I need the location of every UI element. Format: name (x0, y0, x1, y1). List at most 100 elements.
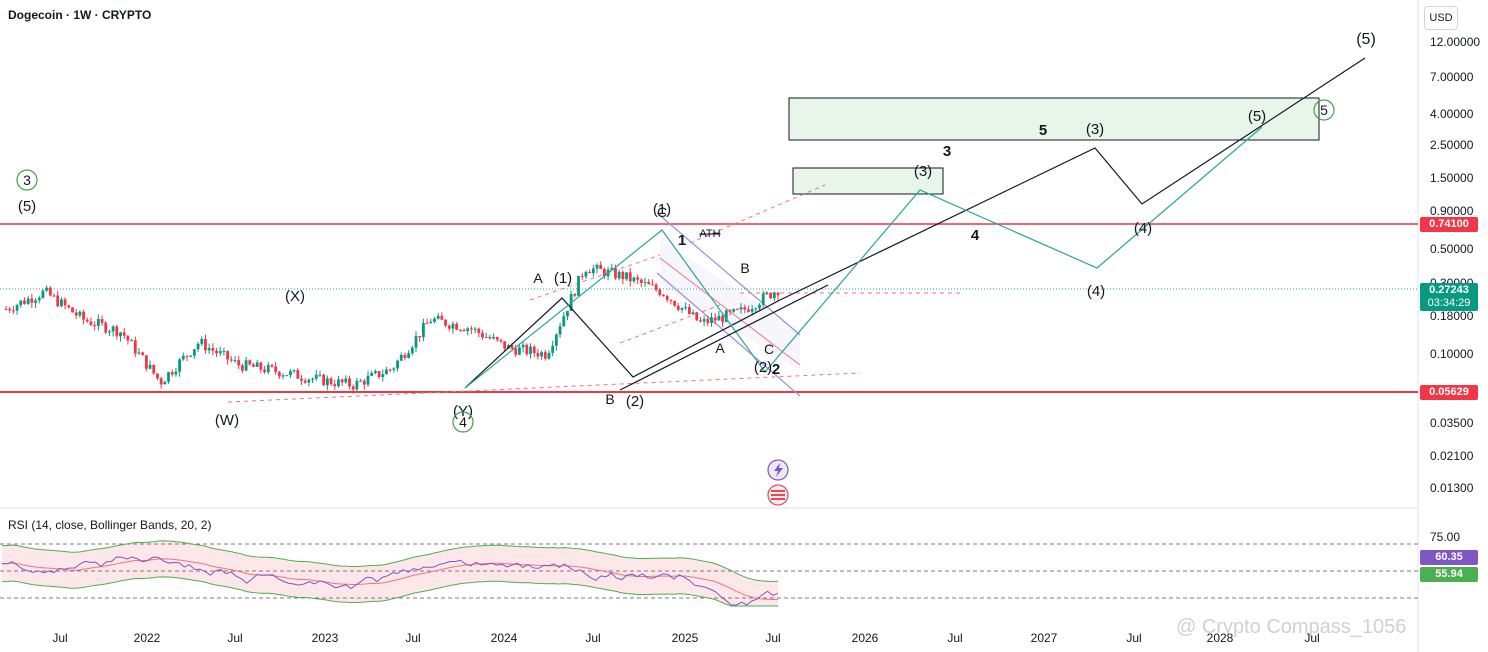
candle[interactable] (662, 294, 665, 297)
candle[interactable] (488, 334, 492, 340)
candle[interactable] (758, 303, 761, 311)
candle[interactable] (37, 295, 41, 304)
candle[interactable] (178, 357, 182, 377)
candle[interactable] (732, 308, 736, 313)
candlesticks[interactable] (4, 261, 780, 394)
candle[interactable] (307, 378, 311, 387)
candle[interactable] (63, 297, 67, 310)
candle[interactable] (159, 376, 163, 389)
candle[interactable] (248, 359, 252, 366)
candle[interactable] (743, 304, 747, 314)
candle[interactable] (244, 356, 248, 372)
trendline-dashed-channel[interactable] (619, 304, 721, 344)
candle[interactable] (669, 299, 673, 305)
candle[interactable] (170, 369, 174, 377)
candle[interactable] (721, 312, 724, 328)
candle[interactable] (215, 348, 218, 358)
candle[interactable] (130, 338, 133, 342)
candle[interactable] (274, 361, 278, 375)
candle[interactable] (351, 384, 355, 394)
candle[interactable] (71, 306, 74, 313)
candle[interactable] (761, 290, 765, 308)
candle[interactable] (573, 293, 577, 298)
candle[interactable] (436, 312, 440, 320)
candle[interactable] (403, 352, 407, 361)
candle[interactable] (318, 370, 322, 377)
candle[interactable] (769, 292, 773, 300)
purple-channel[interactable] (656, 212, 801, 397)
candle[interactable] (750, 304, 754, 316)
candle[interactable] (617, 270, 621, 281)
candle[interactable] (285, 375, 289, 377)
candle[interactable] (628, 268, 632, 287)
candle[interactable] (89, 317, 93, 326)
candle[interactable] (673, 300, 676, 307)
candle[interactable] (23, 297, 26, 305)
candle[interactable] (410, 345, 414, 356)
candle[interactable] (521, 340, 525, 353)
candle[interactable] (639, 278, 643, 288)
wave-base-line[interactable] (619, 284, 829, 391)
candle[interactable] (355, 378, 359, 393)
candle[interactable] (289, 368, 292, 379)
candle[interactable] (566, 310, 569, 321)
candle[interactable] (536, 349, 540, 360)
candle[interactable] (108, 329, 111, 337)
candle[interactable] (665, 294, 669, 303)
candle[interactable] (4, 306, 8, 310)
candle[interactable] (377, 370, 381, 379)
candle[interactable] (562, 311, 566, 327)
candle[interactable] (735, 308, 739, 311)
candle[interactable] (152, 364, 156, 375)
candle[interactable] (56, 290, 60, 308)
candle[interactable] (329, 376, 333, 386)
candle[interactable] (392, 367, 396, 373)
candle[interactable] (636, 274, 640, 285)
trendline-dashed-mid[interactable] (529, 254, 661, 301)
time-axis[interactable]: Jul 2022 Jul 2023 Jul 2024 Jul 2025 Jul 2026 Jul 20… (52, 631, 1319, 645)
candle[interactable] (241, 363, 244, 374)
candle[interactable] (26, 295, 30, 305)
candle[interactable] (710, 312, 713, 327)
candle[interactable] (325, 375, 329, 391)
candle[interactable] (747, 305, 750, 313)
candle[interactable] (547, 350, 551, 360)
candle[interactable] (695, 311, 699, 321)
candle[interactable] (418, 336, 422, 342)
candle[interactable] (337, 375, 340, 388)
candle[interactable] (529, 343, 532, 359)
candle[interactable] (676, 302, 680, 312)
candle[interactable] (314, 370, 318, 381)
target-zone-upper[interactable] (788, 97, 1320, 141)
candle[interactable] (699, 317, 702, 323)
candle[interactable] (133, 336, 137, 358)
candle[interactable] (691, 309, 695, 316)
candle[interactable] (551, 340, 555, 357)
candle[interactable] (451, 321, 455, 334)
trendline-dashed-lower[interactable] (227, 372, 861, 403)
candle[interactable] (399, 352, 403, 362)
candle[interactable] (8, 306, 12, 314)
candle[interactable] (119, 331, 122, 342)
candle[interactable] (525, 343, 529, 357)
candle[interactable] (543, 349, 547, 361)
candle[interactable] (229, 356, 233, 363)
candle[interactable] (30, 293, 34, 309)
candle[interactable] (100, 315, 104, 326)
candle[interactable] (433, 316, 436, 324)
candle[interactable] (340, 378, 344, 387)
candle[interactable] (440, 312, 444, 320)
candle[interactable] (381, 369, 385, 382)
candle[interactable] (15, 303, 19, 315)
candle[interactable] (518, 343, 521, 356)
candle[interactable] (643, 277, 647, 287)
candle[interactable] (503, 341, 507, 352)
candle[interactable] (554, 333, 558, 351)
candle[interactable] (396, 359, 399, 372)
candle[interactable] (362, 378, 366, 390)
candle[interactable] (647, 279, 651, 285)
candle[interactable] (348, 375, 351, 390)
candle[interactable] (588, 269, 592, 274)
